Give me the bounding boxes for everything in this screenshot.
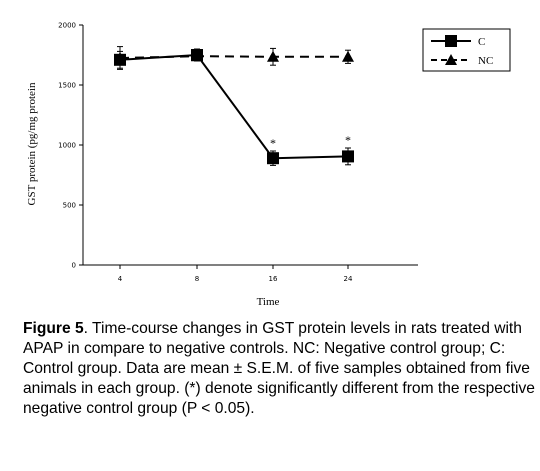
chart-axes: 0 500 1000 1500 2000 4 8 16 24 [58,22,418,283]
y-axis-title: GST protein (pg/mg protein [26,82,38,205]
legend-item-nc: NC [431,54,493,67]
legend-item-nc-swatch-marker [445,54,457,65]
figure-caption: Figure 5. Time-course changes in GST pro… [23,319,535,419]
figure-caption-label: Figure 5 [23,320,84,337]
y-tick-label: 500 [63,202,76,210]
series-nc-point [267,50,279,62]
x-tick-label: 8 [195,275,199,283]
series-c: * * [114,48,354,166]
y-tick-label: 2000 [58,22,76,30]
significance-marker: * [270,136,276,150]
series-c-line [119,53,349,160]
series-nc-point [342,50,354,62]
series-c-point [342,150,354,163]
legend-box [422,28,511,72]
legend-item-nc-label: NC [478,55,493,67]
legend-item-c-swatch-marker [445,35,457,47]
series-c-point [267,152,279,165]
figure-caption-text: . Time-course changes in GST protein lev… [23,320,535,417]
series-c-point [191,49,203,61]
chart-legend: C NC [422,28,511,72]
x-tick-label: 16 [269,275,278,283]
legend-item-c: C [431,35,485,48]
x-axis-title: Time [257,296,280,308]
x-tick-label: 24 [344,275,353,283]
legend-item-c-label: C [478,36,485,48]
y-tick-label: 0 [72,262,76,270]
x-tick-label: 4 [118,275,123,283]
y-tick-label: 1500 [58,82,76,90]
chart-series-layer: * * [114,46,354,166]
series-c-point [114,53,126,66]
significance-marker: * [345,133,351,147]
y-tick-label: 1000 [58,142,76,150]
